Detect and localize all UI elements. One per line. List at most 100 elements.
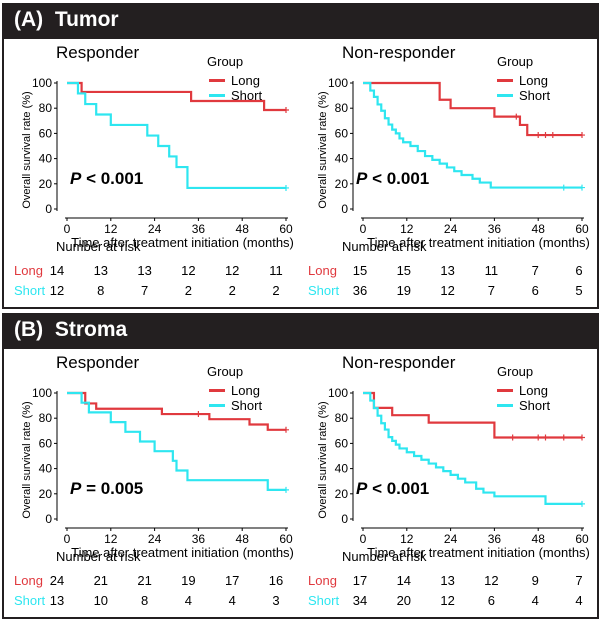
p-value-text: < 0.001 (367, 479, 430, 498)
p-value: P = 0.005 (70, 479, 143, 499)
risk-row-label-short: Short (308, 283, 340, 298)
y-tick-label: 20 (335, 177, 349, 191)
legend-swatch-short (497, 94, 513, 97)
legend-title: Group (207, 54, 244, 69)
risk-count: 2 (184, 283, 192, 298)
y-tick-label: 40 (335, 462, 349, 476)
risk-count: 13 (49, 593, 65, 608)
x-tick-label: 60 (575, 222, 589, 236)
censor-mark-short (579, 184, 585, 191)
risk-row-short: Short 13 10 8 4 4 3 (4, 593, 304, 609)
panel-title: Non-responder (342, 43, 456, 62)
censor-mark-long (549, 132, 556, 139)
risk-count: 19 (181, 573, 196, 588)
risk-count: 8 (97, 283, 105, 298)
x-axis-label: Time after treatment initiation (months) (367, 235, 590, 250)
x-tick-label: 60 (575, 532, 589, 546)
y-tick-label: 40 (39, 462, 53, 476)
risk-count: 4 (228, 593, 236, 608)
censor-mark-long (579, 132, 585, 139)
y-tick-label: 60 (335, 126, 349, 140)
x-tick-label: 0 (360, 532, 367, 546)
survival-curve-short (67, 81, 286, 190)
censor-mark-short (283, 486, 289, 493)
p-value-text: = 0.005 (81, 479, 144, 498)
legend-item-long: Long (209, 73, 260, 88)
risk-count: 20 (396, 593, 412, 608)
risk-count: 7 (575, 573, 583, 588)
section-a-box (2, 37, 599, 309)
risk-count: 15 (396, 263, 412, 278)
survival-curve-long (67, 81, 286, 112)
y-tick-label: 0 (341, 202, 348, 216)
risk-count: 7 (487, 283, 495, 298)
y-axis-label: Overall survival rate (%) (317, 91, 329, 208)
risk-count: 24 (49, 573, 65, 588)
y-tick-label: 100 (328, 386, 348, 400)
y-tick-label: 20 (39, 487, 53, 501)
risk-row-label-long: Long (14, 263, 43, 278)
x-tick-label: 36 (192, 532, 206, 546)
x-tick-label: 24 (444, 222, 458, 236)
risk-count: 2 (228, 283, 236, 298)
censor-mark-long (195, 411, 202, 418)
x-tick-label: 48 (532, 532, 546, 546)
risk-count: 9 (531, 573, 539, 588)
risk-count: 12 (484, 573, 499, 588)
y-tick-label: 60 (39, 436, 53, 450)
x-axis-label: Time after treatment initiation (months) (71, 235, 294, 250)
section-a-title: (A) Tumor (14, 8, 119, 31)
risk-row-label-long: Long (308, 573, 337, 588)
legend-swatch-long (497, 79, 513, 82)
risk-row-long: Long 24 21 21 19 17 16 (4, 573, 304, 589)
survival-curve-short (363, 81, 582, 189)
section-a-header: (A) Tumor (2, 3, 599, 37)
risk-count: 4 (575, 593, 583, 608)
risk-count: 13 (93, 263, 109, 278)
x-tick-label: 12 (400, 532, 414, 546)
p-value-symbol: P (356, 479, 368, 498)
y-tick-label: 0 (341, 512, 348, 526)
legend-label-short: Short (231, 88, 263, 103)
x-tick-label: 48 (532, 222, 546, 236)
risk-count: 15 (352, 263, 368, 278)
risk-count: 21 (93, 573, 109, 588)
censor-mark-long (283, 426, 289, 433)
y-tick-label: 60 (39, 126, 53, 140)
risk-count: 10 (93, 593, 109, 608)
censor-mark-long (509, 434, 516, 441)
km-panel-stroma-responder: Responder Group Long Short 0 20 40 60 80 100 0 12 24… (4, 347, 304, 617)
legend-title: Group (497, 364, 534, 379)
censor-mark-long (579, 434, 585, 441)
censor-mark-long (283, 106, 289, 113)
legend-label-short: Short (231, 398, 263, 413)
p-value: P < 0.001 (356, 169, 429, 189)
risk-row-short: Short 36 19 12 7 6 5 (300, 283, 600, 299)
legend-swatch-short (209, 94, 225, 97)
legend-swatch-long (497, 389, 513, 392)
x-tick-label: 24 (444, 532, 458, 546)
legend-item-long: Long (497, 73, 548, 88)
risk-count: 17 (224, 573, 240, 588)
risk-table-title: Number at risk (56, 239, 141, 254)
section-b-title: (B) Stroma (14, 318, 128, 341)
risk-count: 3 (272, 593, 280, 608)
y-tick-label: 60 (335, 436, 349, 450)
risk-row-label-long: Long (308, 263, 337, 278)
risk-row-long: Long 15 15 13 11 7 6 (300, 263, 600, 279)
legend-swatch-short (209, 404, 225, 407)
risk-count: 12 (224, 263, 240, 278)
section-b-header: (B) Stroma (2, 313, 599, 347)
km-panel-tumor-nonresponder: Non-responder Group Long Short 0 20 40 60 80 100 0… (300, 37, 600, 307)
risk-count: 11 (484, 263, 499, 278)
legend-item-long: Long (209, 383, 260, 398)
legend-label-short: Short (519, 398, 551, 413)
y-axis-label: Overall survival rate (%) (21, 91, 33, 208)
censor-mark-long (513, 113, 520, 120)
y-tick-label: 20 (335, 487, 349, 501)
x-tick-label: 36 (192, 222, 206, 236)
p-value: P < 0.001 (356, 479, 429, 499)
risk-count: 34 (352, 593, 368, 608)
